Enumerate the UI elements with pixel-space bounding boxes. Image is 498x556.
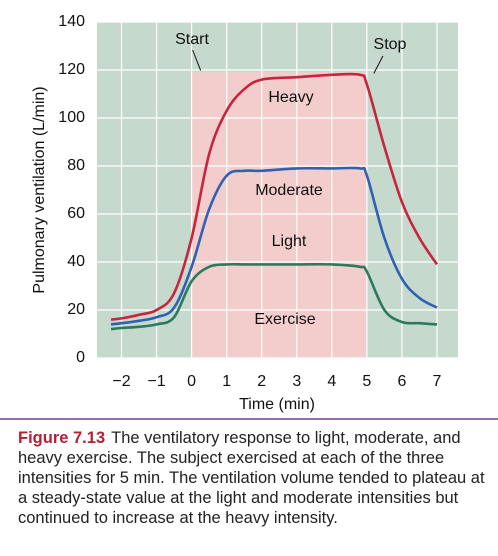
series-line <box>110 72 439 321</box>
x-tick-label: 0 <box>187 373 196 390</box>
series-label: Moderate <box>255 182 323 199</box>
y-tick-label: 40 <box>67 253 85 270</box>
annotation: Start <box>175 31 209 48</box>
annotation-pointer <box>373 55 384 74</box>
annotation: Stop <box>374 36 407 53</box>
y-tick-label: 140 <box>58 13 85 30</box>
caption-rule <box>0 418 498 420</box>
x-tick-label: 2 <box>257 373 266 390</box>
y-axis-label: Pulmonary ventilation (L/min) <box>31 86 48 293</box>
x-tick-label: 4 <box>327 373 336 390</box>
annotation-pointer <box>192 49 202 71</box>
series-label: Heavy <box>268 89 313 106</box>
y-tick-label: 120 <box>58 61 85 78</box>
y-tick-label: 60 <box>67 205 85 222</box>
y-tick-label: 20 <box>67 301 85 318</box>
series-line <box>110 166 438 326</box>
chart: Pulmonary ventilation (L/min) Time (min)… <box>31 13 458 413</box>
y-tick-label: 80 <box>67 157 85 174</box>
caption: Figure 7.13 The ventilatory response to l… <box>18 428 496 528</box>
x-tick-label: 3 <box>292 373 301 390</box>
x-tick-label: −2 <box>112 373 130 390</box>
x-tick-label: 7 <box>433 373 442 390</box>
caption-label: Figure 7.13 <box>18 429 106 447</box>
y-tick-label: 100 <box>58 109 85 126</box>
region-label: Exercise <box>254 311 315 328</box>
x-tick-label: 5 <box>362 373 371 390</box>
caption-text: The ventilatory response to light, moder… <box>18 429 485 527</box>
x-axis-label: Time (min) <box>239 396 315 413</box>
series-line <box>110 262 438 331</box>
x-tick-label: −1 <box>147 373 165 390</box>
x-tick-label: 1 <box>222 373 231 390</box>
series-label: Light <box>272 233 307 250</box>
y-tick-label: 0 <box>76 349 85 366</box>
x-tick-label: 6 <box>397 373 406 390</box>
